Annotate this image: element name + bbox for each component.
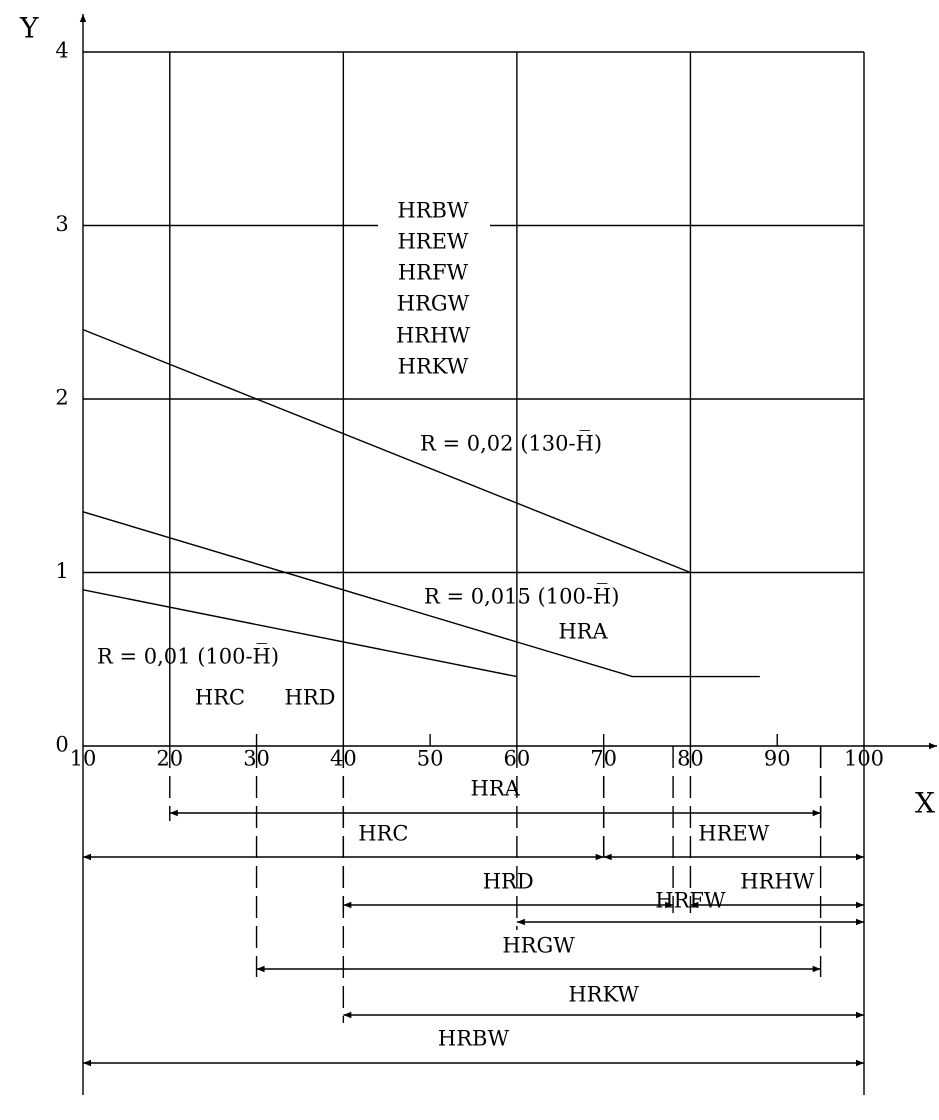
annotation: HRA <box>558 620 608 644</box>
series-line <box>82 589 518 678</box>
y-tick-label: 0 <box>55 733 68 757</box>
series-line <box>82 328 691 574</box>
y-tick-label: 2 <box>55 386 68 410</box>
range-label: HRC <box>358 822 408 846</box>
y-tick-label: 1 <box>55 559 68 583</box>
annotation: HRHW <box>396 324 470 348</box>
range-label: HRA <box>471 777 521 801</box>
y-tick-label: 4 <box>55 39 68 63</box>
y-axis-label: Y <box>19 12 39 45</box>
range-label: HRKW <box>568 983 639 1007</box>
range-label: HRBW <box>438 1027 510 1051</box>
range-label: HREW <box>698 822 769 846</box>
annotation: HRFW <box>398 261 469 285</box>
annotation: HRD <box>285 686 336 710</box>
x-tick-label: 100 <box>844 747 884 771</box>
series-label: R = 0,015 (100-H̅) <box>424 584 619 609</box>
annotation: HRGW <box>397 292 470 316</box>
x-tick-label: 50 <box>417 747 444 771</box>
annotation: HRC <box>195 686 245 710</box>
annotation: HRBW <box>397 199 469 223</box>
x-axis-label: X <box>915 787 935 820</box>
series-label: R = 0,01 (100-H̅) <box>97 644 279 669</box>
annotation: HRKW <box>398 355 469 379</box>
y-tick-label: 3 <box>55 212 68 236</box>
range-label: HRD <box>483 870 534 894</box>
series-label: R = 0,02 (130-H̅) <box>420 431 602 456</box>
range-label: HRHW <box>740 870 814 894</box>
range-label: HRGW <box>502 934 575 958</box>
range-label: HRFW <box>655 889 726 913</box>
x-tick-label: 10 <box>70 747 97 771</box>
label-mask <box>378 198 490 384</box>
x-tick-label: 90 <box>764 747 791 771</box>
annotation: HREW <box>397 230 468 254</box>
series-line <box>82 511 760 678</box>
